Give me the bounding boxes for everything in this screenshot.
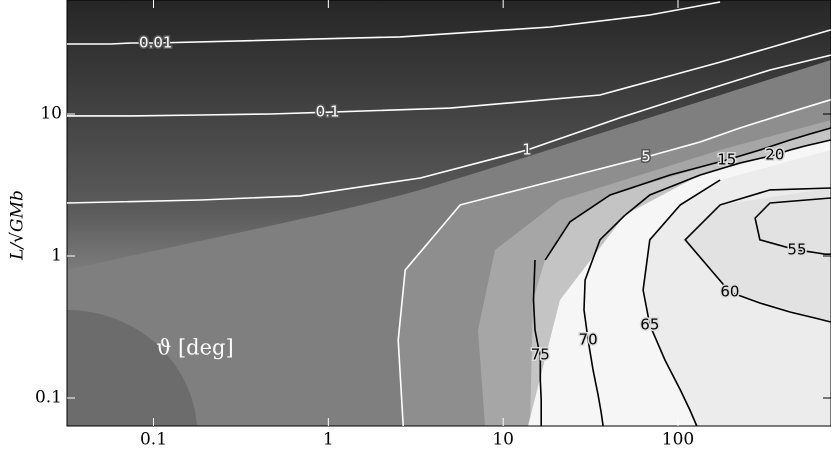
- contour-label: 15: [717, 151, 736, 169]
- contour-label: 0.01: [139, 34, 172, 52]
- contour-line: [397, 98, 831, 427]
- contour-line: [642, 179, 721, 427]
- contour-line: [544, 127, 831, 261]
- contour-line: [66, 54, 831, 204]
- contour-line: [67, 1, 721, 45]
- x-tick-label: 1: [323, 430, 334, 450]
- contour-line: [67, 29, 831, 117]
- annotation: ϑ [deg]: [156, 336, 233, 360]
- contour-label: 65: [640, 315, 659, 333]
- x-tick-label: 100: [662, 430, 694, 450]
- contour-label: 55: [787, 241, 806, 259]
- plot-frame: [66, 0, 831, 427]
- contour-label: 75: [531, 345, 550, 363]
- contour-line: [532, 259, 542, 426]
- x-tick-label: 0.1: [140, 430, 167, 450]
- contour-label: 5: [641, 147, 651, 165]
- contour-line: [624, 139, 831, 216]
- y-tick-label: 10: [40, 103, 62, 123]
- contour-line: [684, 187, 831, 323]
- x-tick-label: 10: [492, 430, 514, 450]
- contour-label: 60: [720, 283, 739, 301]
- contour-line: [754, 197, 831, 255]
- contour-label: 70: [579, 331, 598, 349]
- contour-label: 20: [765, 146, 784, 164]
- y-tick-label: 1: [51, 245, 62, 265]
- y-tick-label: 0.1: [35, 387, 62, 407]
- contour-label: 0.1: [316, 103, 340, 121]
- contour-line: [583, 214, 626, 427]
- y-axis-label: L/√GMb: [8, 190, 28, 261]
- contour-fill: [67, 0, 831, 426]
- contour-label: 1: [522, 140, 532, 158]
